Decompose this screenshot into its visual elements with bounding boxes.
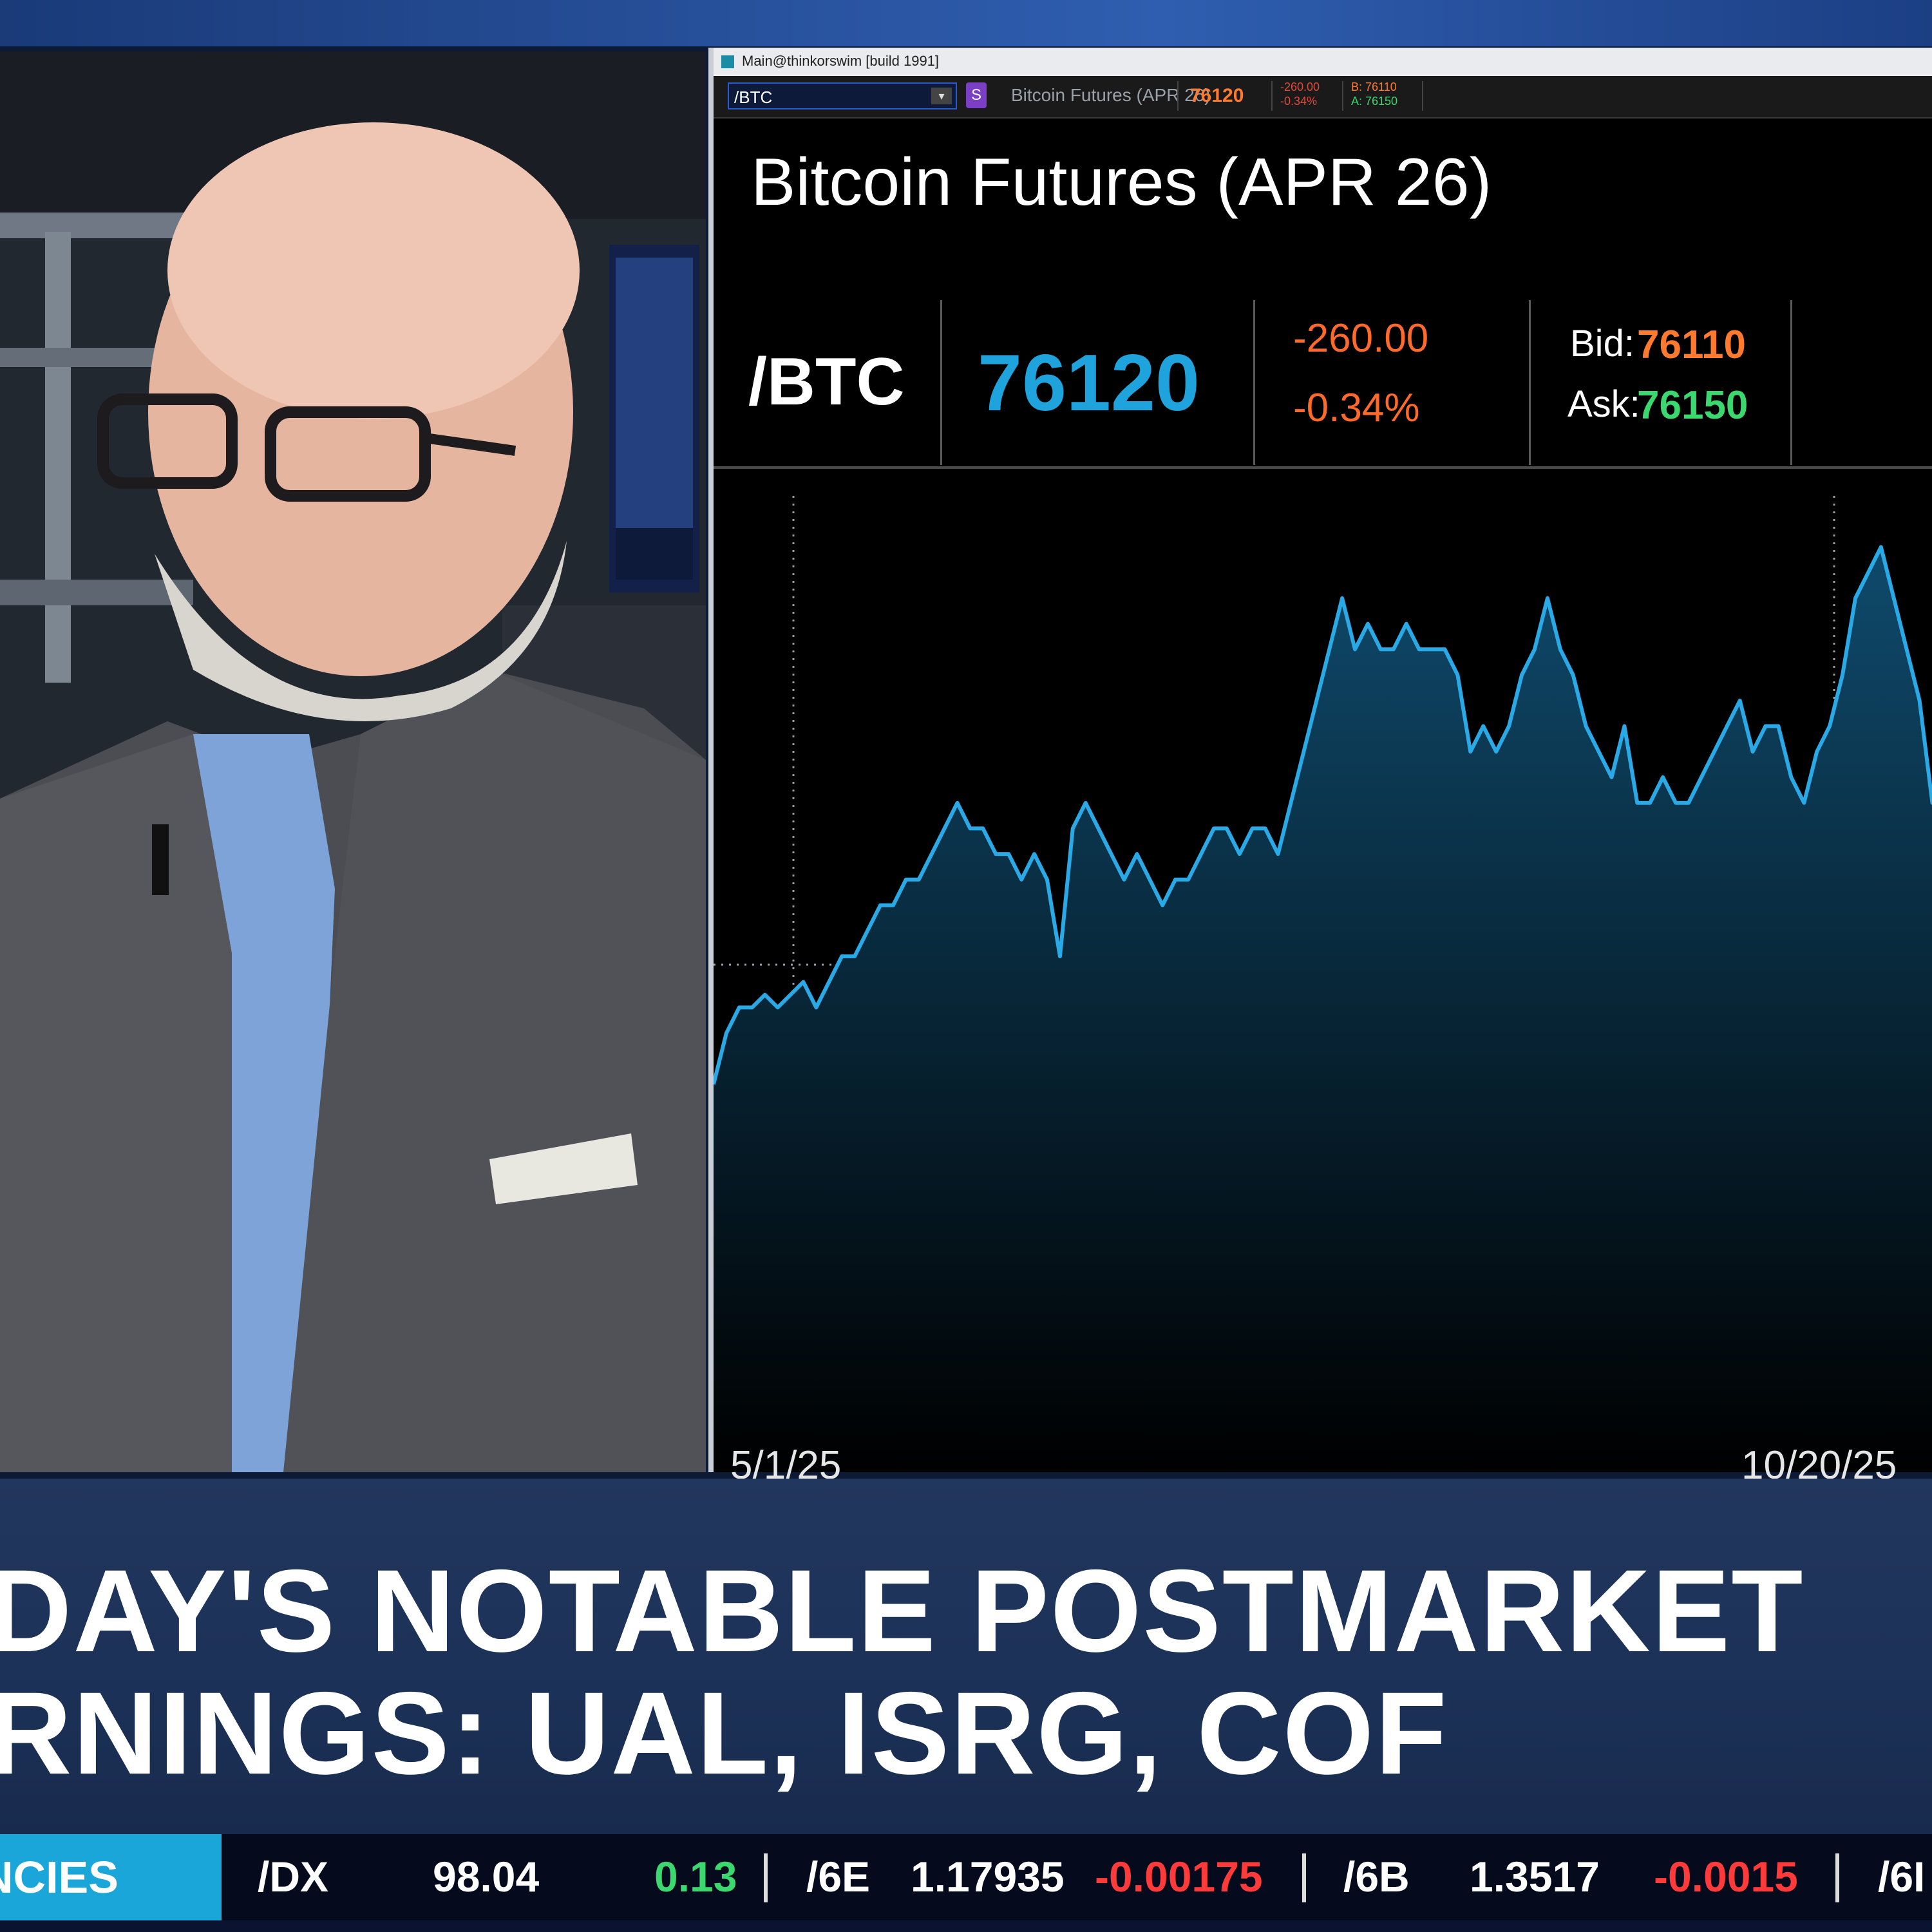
broadcast-top-strip: [0, 0, 1932, 46]
headline-line-1: DAY'S NOTABLE POSTMARKET: [0, 1545, 1804, 1676]
ticker-symbol: /6I: [1878, 1853, 1926, 1900]
market-ticker: NCIES /DX 98.04 0.13 /6E 1.17935 -0.0017…: [0, 1834, 1932, 1920]
symbol-description: Bitcoin Futures (APR 26): [1011, 85, 1211, 105]
lower-third-banner: DAY'S NOTABLE POSTMARKET RNINGS: UAL, IS…: [0, 1479, 1932, 1834]
quote-panel: /BTC 76120 -260.00 -0.34% Bid: 76110 Ask…: [714, 247, 1932, 469]
divider: [940, 300, 942, 465]
ticker-symbol: /6E: [806, 1853, 871, 1900]
presenter-illustration: [0, 52, 706, 1472]
ticker-price: 98.04: [433, 1853, 540, 1900]
price-chart[interactable]: 5/1/25 10/20/25: [712, 470, 1932, 1488]
ticker-price: 1.17935: [911, 1853, 1065, 1900]
ticker-change: -0.0015: [1654, 1853, 1798, 1900]
divider: [1177, 81, 1179, 111]
ticker-separator: [1302, 1853, 1306, 1902]
header-change-pct: -0.34%: [1280, 95, 1318, 108]
symbol-input[interactable]: /BTC ▾: [728, 82, 957, 109]
symbol-bar: /BTC ▾ S Bitcoin Futures (APR 26) 76120 …: [714, 76, 1932, 118]
ticker-category: NCIES: [0, 1834, 222, 1920]
ticker-symbol: /6B: [1343, 1853, 1410, 1900]
ticker-price: 1.3517: [1470, 1853, 1600, 1900]
thinkorswim-window: Main@thinkorswim [build 1991] /BTC ▾ S B…: [708, 48, 1932, 1488]
price-line: [712, 545, 1932, 1085]
ask-value: 76150: [1637, 383, 1748, 428]
quote-change-pct: -0.34%: [1293, 386, 1420, 430]
window-title: Main@thinkorswim [build 1991]: [742, 53, 940, 69]
symbol-input-value: /BTC: [734, 88, 773, 107]
chevron-down-icon[interactable]: ▾: [931, 88, 952, 104]
divider: [1422, 81, 1423, 111]
header-bid-ask: B: 76110 A: 76150: [1351, 80, 1397, 108]
symbol-link-badge[interactable]: S: [966, 82, 987, 108]
price-chart-svg: [712, 496, 1932, 1472]
quote-symbol: /BTC: [748, 345, 905, 419]
chart-title: Bitcoin Futures (APR 26): [751, 145, 1492, 220]
header-last-price: 76120: [1190, 85, 1244, 106]
bid-label: Bid:: [1570, 323, 1634, 365]
header-change-value: -260.00: [1280, 80, 1320, 93]
divider: [1529, 300, 1531, 465]
window-titlebar: Main@thinkorswim [build 1991]: [714, 48, 1932, 76]
ask-label: Ask:: [1567, 383, 1640, 425]
price-area-fill: [714, 547, 1932, 1472]
ticker-change: -0.00175: [1095, 1853, 1263, 1900]
divider: [1253, 300, 1255, 465]
ticker-symbol: /DX: [258, 1853, 329, 1900]
ticker-change: 0.13: [654, 1853, 737, 1900]
bid-value: 76110: [1637, 323, 1746, 367]
quote-last-price: 76120: [978, 339, 1200, 428]
header-bid: B: 76110: [1351, 80, 1397, 93]
quote-change: -260.00: [1293, 316, 1429, 361]
header-ask: A: 76150: [1351, 95, 1398, 108]
divider: [1790, 300, 1792, 465]
divider: [1271, 81, 1273, 111]
header-change: -260.00 -0.34%: [1280, 80, 1320, 108]
video-feed: [0, 52, 706, 1472]
divider: [1342, 81, 1343, 111]
app-icon: [721, 55, 734, 68]
ticker-separator: [764, 1853, 768, 1902]
ticker-separator: [1835, 1853, 1839, 1902]
broadcast-bottom-strip: [0, 1920, 1932, 1932]
headline-line-2: RNINGS: UAL, ISRG, COF: [0, 1667, 1448, 1799]
